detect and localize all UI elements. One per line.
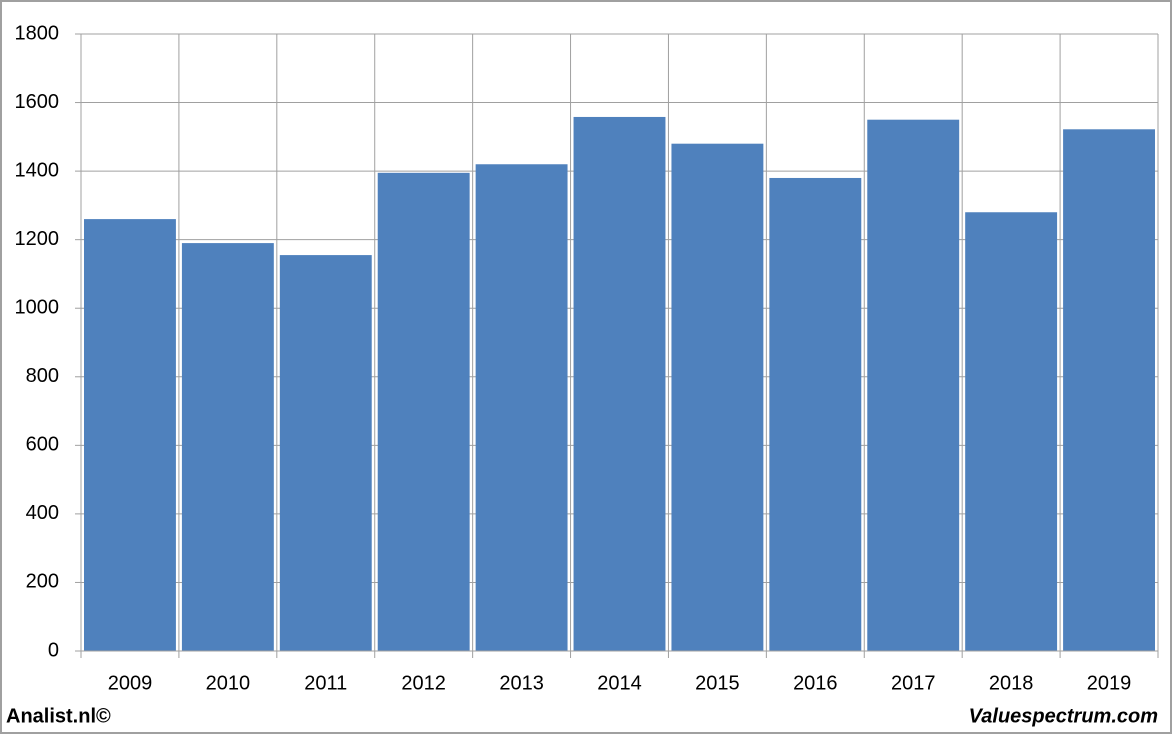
bar xyxy=(475,164,568,651)
x-tick-label: 2018 xyxy=(989,672,1034,694)
x-tick-label: 2012 xyxy=(401,672,446,694)
y-tick-label: 1400 xyxy=(15,159,60,181)
y-tick-label: 400 xyxy=(26,502,59,524)
y-tick-label: 1600 xyxy=(15,91,60,113)
y-tick-label: 1200 xyxy=(15,228,60,250)
footer-left: Analist.nl© xyxy=(6,705,111,727)
y-tick-label: 1800 xyxy=(15,22,60,44)
y-tick-label: 1000 xyxy=(15,297,60,319)
x-tick-label: 2009 xyxy=(108,672,153,694)
bar xyxy=(671,143,764,651)
footer-right: Valuespectrum.com xyxy=(969,705,1158,727)
bar xyxy=(769,177,862,651)
bar xyxy=(1063,129,1155,651)
x-tick-label: 2015 xyxy=(695,672,740,694)
bar xyxy=(867,119,960,651)
bar xyxy=(84,219,176,651)
y-tick-label: 800 xyxy=(26,365,59,387)
bar xyxy=(965,212,1058,651)
y-tick-label: 600 xyxy=(26,434,59,456)
x-tick-label: 2014 xyxy=(597,672,642,694)
bar xyxy=(181,243,274,651)
y-tick-label: 200 xyxy=(26,571,59,593)
bar xyxy=(377,172,470,651)
bar xyxy=(573,116,666,652)
y-tick-label: 0 xyxy=(48,639,59,661)
x-tick-label: 2011 xyxy=(304,672,347,694)
x-tick-label: 2010 xyxy=(206,672,251,694)
x-tick-label: 2016 xyxy=(793,672,838,694)
x-tick-label: 2017 xyxy=(891,672,936,694)
x-tick-label: 2013 xyxy=(499,672,544,694)
x-tick-label: 2019 xyxy=(1087,672,1132,694)
bar xyxy=(279,255,372,651)
